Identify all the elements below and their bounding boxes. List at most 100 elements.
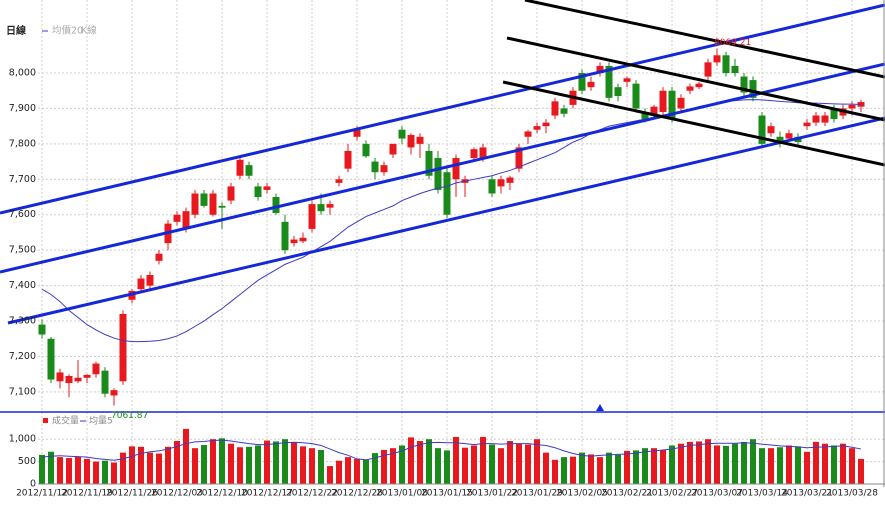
x-tick-label: 2013/03/07 <box>691 489 743 499</box>
candle-body <box>785 133 793 139</box>
volume-bar <box>237 447 243 484</box>
volume-bar <box>651 448 657 484</box>
candle-body <box>371 161 379 173</box>
volume-bar <box>741 441 747 484</box>
volume-bar <box>174 440 180 484</box>
candle-body <box>335 179 343 183</box>
volume-bar <box>786 445 792 484</box>
candle-body <box>83 374 91 378</box>
candle-body <box>542 122 550 127</box>
volume-bar <box>678 443 684 484</box>
y-tick-label: 1,000 <box>9 434 36 445</box>
candle-body <box>659 90 667 112</box>
candle-body <box>74 377 82 382</box>
candle-body <box>263 186 271 190</box>
candle-body <box>497 179 505 187</box>
candle-body <box>218 205 226 208</box>
candle-body <box>38 324 46 335</box>
candle-body <box>101 370 109 394</box>
volume-bar <box>426 439 432 484</box>
candle-body <box>713 55 721 63</box>
volume-bar <box>228 443 234 484</box>
volume-bar <box>57 457 63 484</box>
volume-bar <box>624 450 630 484</box>
y-tick-label: 7,700 <box>9 174 36 185</box>
candle-body <box>641 111 649 120</box>
volume-bar <box>579 452 585 484</box>
x-tick-label: 2013/03/14 <box>736 489 788 499</box>
candle-body <box>749 80 757 98</box>
x-tick-label: 2012/12/17 <box>241 489 293 499</box>
volume-bar <box>858 458 864 484</box>
volume-bar <box>417 440 423 484</box>
volume-bar <box>66 458 72 484</box>
volume-bar <box>480 436 486 484</box>
volume-bar <box>273 441 279 484</box>
candle-body <box>551 101 559 116</box>
trend-line <box>0 62 885 274</box>
candle-body <box>758 115 766 144</box>
volume-bar <box>210 439 216 484</box>
volume-bar <box>48 451 54 484</box>
x-tick-label: 2012/12/28 <box>331 489 383 499</box>
candle-body <box>182 211 190 229</box>
volume-bar <box>543 452 549 484</box>
volume-bar <box>183 428 189 484</box>
volume-bar <box>606 452 612 484</box>
candle-body <box>740 76 748 93</box>
volume-bar <box>687 441 693 484</box>
x-tick-label: 2013/03/28 <box>826 489 878 499</box>
x-tick-label: 2012/11/12 <box>16 489 68 499</box>
chart-title: 日線 <box>6 24 26 37</box>
volume-bar <box>804 451 810 484</box>
y-tick-label: 8,000 <box>9 67 36 78</box>
y-tick-label: 500 <box>18 456 36 467</box>
volume-bar <box>84 458 90 484</box>
volume-bar <box>462 447 468 484</box>
trend-line <box>524 0 885 79</box>
volume-bar <box>93 461 99 484</box>
candle-body <box>650 106 658 116</box>
volume-bar <box>336 460 342 484</box>
candle-body <box>452 158 460 180</box>
volume-bar <box>39 454 45 484</box>
volume-bar <box>390 448 396 484</box>
x-tick-label: 2013/02/27 <box>646 489 698 499</box>
trend-line <box>506 36 885 122</box>
x-tick-label: 2013/01/29 <box>511 489 563 499</box>
x-tick-label: 2013/01/15 <box>421 489 473 499</box>
volume-bar <box>831 445 837 484</box>
candle-body <box>65 375 73 384</box>
y-tick-label: 7,500 <box>9 245 36 256</box>
candle-body <box>722 55 730 73</box>
legend-label: K線 <box>81 25 97 37</box>
candle-body <box>533 126 541 130</box>
volume-bar <box>309 448 315 484</box>
candle-body <box>137 278 145 290</box>
x-tick-label: 2012/12/03 <box>151 489 203 499</box>
candle-body <box>389 143 397 155</box>
candle-body <box>425 150 433 176</box>
volume-bar <box>597 457 603 484</box>
volume-bar <box>165 446 171 484</box>
volume-bar <box>399 445 405 484</box>
volume-bar <box>714 445 720 484</box>
candle-body <box>290 239 298 244</box>
volume-bar <box>255 445 261 484</box>
x-tick-label: 2013/02/21 <box>601 489 653 499</box>
candle-body <box>443 172 451 215</box>
volume-bar <box>732 443 738 484</box>
volume-bar <box>453 436 459 484</box>
volume-bar <box>777 447 783 484</box>
volume-bar <box>669 445 675 484</box>
volume-bar <box>300 446 306 484</box>
annotation: 8069.21 <box>714 38 751 48</box>
candle-body <box>560 108 568 114</box>
trend-line <box>0 3 885 215</box>
candle-body <box>488 179 496 194</box>
volume-bar <box>525 444 531 484</box>
candle-body <box>731 65 739 73</box>
y-tick-label: 7,900 <box>9 103 36 114</box>
candle-body <box>344 150 352 169</box>
